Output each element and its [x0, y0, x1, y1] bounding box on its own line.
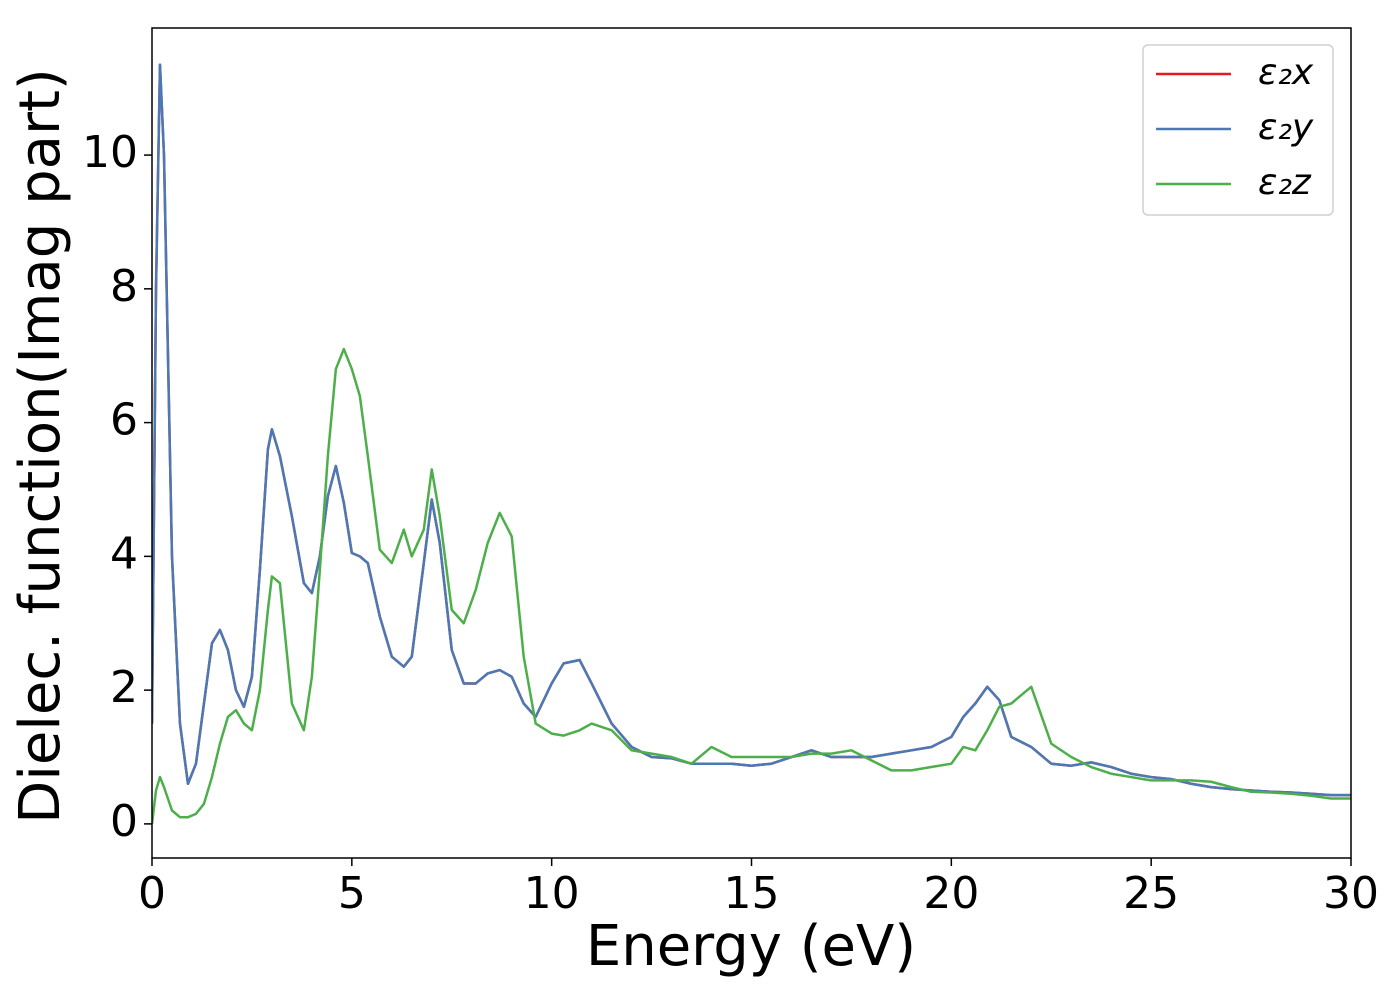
x-tick-label: 20: [923, 868, 979, 919]
series-line: [152, 347, 1351, 825]
y-tick-label: 0: [110, 796, 138, 847]
plot-frame: [151, 27, 1352, 859]
x-tick-label: 10: [524, 868, 580, 919]
legend-box: [1142, 44, 1334, 216]
y-tick-label: 10: [82, 127, 138, 178]
legend-label: ε₂z: [1258, 162, 1312, 203]
y-tick-label: 2: [110, 662, 138, 713]
x-tick-label: 15: [724, 868, 780, 919]
legend-label: ε₂y: [1258, 107, 1314, 148]
y-tick-label: 4: [110, 528, 138, 579]
y-tick-label: 8: [110, 261, 138, 312]
x-tick-label: 0: [138, 868, 166, 919]
x-axis-label: Energy (eV): [586, 914, 916, 979]
x-tick-label: 30: [1323, 868, 1379, 919]
y-axis-label: Dielec. function(Imag part): [8, 68, 73, 824]
series-line: [152, 63, 1351, 797]
y-tick-label: 6: [110, 395, 138, 446]
legend-label: ε₂x: [1258, 52, 1314, 93]
x-tick-label: 5: [338, 868, 366, 919]
x-tick-label: 25: [1123, 868, 1179, 919]
